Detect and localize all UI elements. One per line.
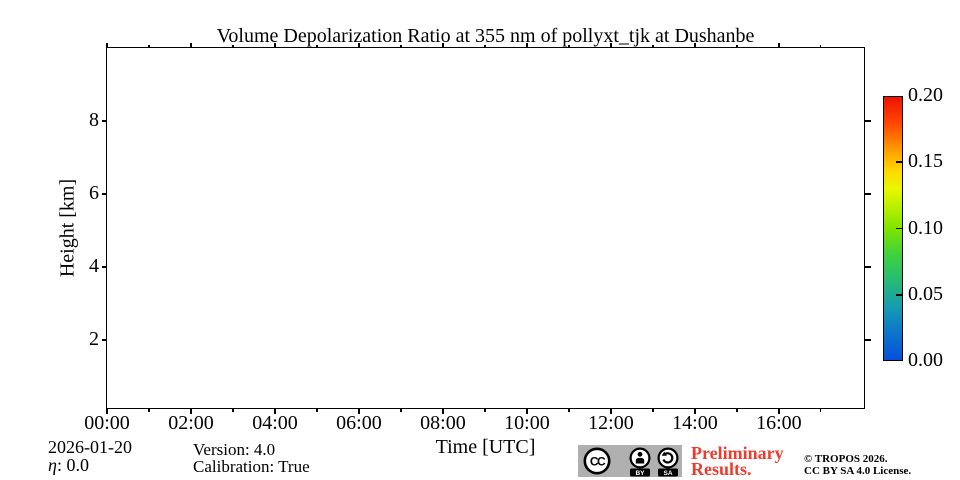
- x-major-tick: [190, 409, 192, 414]
- eta-number: : 0.0: [56, 455, 89, 475]
- x-major-tick: [778, 409, 780, 414]
- copyright-license-text: © TROPOS 2026. CC BY SA 4.0 License.: [804, 453, 911, 477]
- plot-area: [106, 47, 865, 409]
- svg-text:SA: SA: [663, 470, 672, 477]
- x-major-tick-top: [106, 43, 108, 48]
- x-minor-tick-top: [820, 45, 822, 48]
- x-minor-tick-top: [316, 45, 318, 48]
- x-minor-tick: [820, 409, 822, 412]
- x-major-tick-top: [442, 43, 444, 48]
- y-major-tick: [101, 339, 107, 341]
- colorbar-tick-label: 0.15: [908, 150, 943, 173]
- x-minor-tick: [568, 409, 570, 412]
- x-minor-tick: [400, 409, 402, 412]
- preliminary-line2: Results.: [691, 459, 752, 479]
- x-major-tick-top: [190, 43, 192, 48]
- y-tick-label: 4: [89, 255, 99, 277]
- x-minor-tick-top: [400, 45, 402, 48]
- x-major-tick: [274, 409, 276, 414]
- x-major-tick-top: [274, 43, 276, 48]
- x-minor-tick: [652, 409, 654, 412]
- x-minor-tick-top: [736, 45, 738, 48]
- by-person-icon: [629, 447, 651, 469]
- x-minor-tick-top: [652, 45, 654, 48]
- x-major-tick-top: [610, 43, 612, 48]
- x-major-tick: [610, 409, 612, 414]
- y-major-tick-right: [865, 193, 871, 195]
- x-minor-tick-top: [232, 45, 234, 48]
- y-major-tick: [101, 193, 107, 195]
- x-axis-label: Time [UTC]: [435, 436, 536, 458]
- x-minor-tick-top: [484, 45, 486, 48]
- x-tick-label: 10:00: [504, 412, 550, 434]
- y-major-tick: [101, 120, 107, 122]
- colorbar-inner-tick: [895, 227, 902, 230]
- y-tick-label: 2: [89, 328, 99, 350]
- colorbar-tick-label: 0.10: [908, 216, 943, 239]
- colorbar-tick-label: 0.00: [908, 349, 943, 371]
- eta-symbol: η: [48, 455, 57, 475]
- x-major-tick: [526, 409, 528, 414]
- x-tick-label: 02:00: [168, 412, 214, 434]
- x-tick-label: 08:00: [420, 412, 466, 434]
- by-label-pill: BY: [630, 468, 650, 477]
- colorbar-inner-tick: [895, 161, 902, 164]
- y-tick-label: 6: [89, 182, 99, 204]
- x-major-tick-top: [526, 43, 528, 48]
- x-tick-label: 14:00: [672, 412, 718, 434]
- cc-by-sa-badge: CC BY SA: [578, 445, 682, 477]
- x-tick-label: 06:00: [336, 412, 382, 434]
- x-minor-tick: [148, 409, 150, 412]
- svg-text:CC: CC: [590, 455, 606, 469]
- x-tick-label: 00:00: [84, 412, 130, 434]
- preliminary-results-stamp: Preliminary Results.: [691, 443, 784, 479]
- x-tick-label: 04:00: [252, 412, 298, 434]
- x-major-tick: [106, 409, 108, 414]
- calibration-text: Calibration: True: [193, 457, 310, 476]
- svg-text:BY: BY: [635, 470, 645, 477]
- version-text: Version: 4.0: [193, 440, 276, 459]
- y-major-tick-right: [865, 266, 871, 268]
- x-tick-label: 12:00: [588, 412, 634, 434]
- eta-value: η: 0.0: [48, 455, 89, 476]
- x-minor-tick: [232, 409, 234, 412]
- x-major-tick-top: [778, 43, 780, 48]
- x-major-tick-top: [694, 43, 696, 48]
- y-major-tick: [101, 266, 107, 268]
- colorbar-tick-label: 0.05: [908, 282, 943, 305]
- cc-icon: CC: [583, 447, 611, 475]
- x-minor-tick-top: [148, 45, 150, 48]
- x-minor-tick: [484, 409, 486, 412]
- x-minor-tick: [736, 409, 738, 412]
- chart-title: Volume Depolarization Ratio at 355 nm of…: [216, 25, 755, 47]
- x-tick-label: 16:00: [756, 412, 802, 434]
- sa-label-pill: SA: [658, 468, 678, 477]
- y-major-tick-right: [865, 120, 871, 122]
- colorbar-inner-tick: [895, 293, 902, 296]
- measurement-date: 2026-01-20: [48, 437, 132, 457]
- copyright-line: © TROPOS 2026.: [804, 453, 888, 465]
- colorbar-tick-label: 0.20: [908, 84, 943, 106]
- x-minor-tick: [316, 409, 318, 412]
- preliminary-line1: Preliminary: [691, 443, 784, 463]
- x-major-tick: [358, 409, 360, 414]
- x-major-tick: [694, 409, 696, 414]
- sa-arrow-icon: [657, 447, 679, 469]
- x-major-tick-top: [358, 43, 360, 48]
- x-major-tick: [442, 409, 444, 414]
- y-tick-label: 8: [89, 109, 99, 131]
- x-minor-tick-top: [568, 45, 570, 48]
- y-major-tick-right: [865, 339, 871, 341]
- license-line: CC BY SA 4.0 License.: [804, 465, 912, 477]
